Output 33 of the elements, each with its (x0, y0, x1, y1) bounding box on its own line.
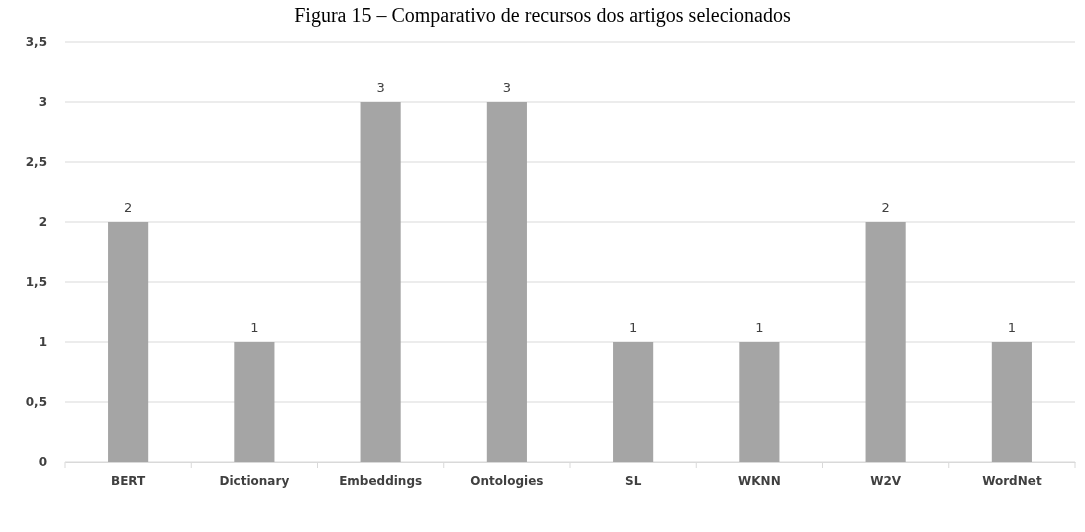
bar (360, 102, 401, 462)
x-tick-label: BERT (111, 473, 147, 488)
y-tick-label: 0,5 (25, 395, 47, 410)
y-tick-label: 2 (38, 215, 47, 230)
data-label: 1 (628, 320, 638, 335)
x-tick-label: Ontologies (470, 473, 544, 488)
bar (865, 222, 906, 462)
y-tick-label: 3 (38, 95, 47, 110)
data-label: 3 (502, 80, 512, 95)
y-tick-label: 2,5 (25, 155, 47, 170)
data-label: 1 (250, 320, 259, 335)
x-tick-label: SL (624, 473, 642, 488)
data-label: 1 (755, 320, 764, 335)
bar (108, 222, 149, 462)
data-label: 2 (881, 200, 890, 215)
chart-title: Figura 15 – Comparativo de recursos dos artigos selecionados (294, 4, 791, 27)
x-tick-label: Embeddings (339, 473, 423, 488)
y-tick-label: 3,5 (25, 35, 47, 50)
data-label: 1 (1007, 320, 1017, 335)
bar (991, 342, 1032, 462)
x-tick-label: WKNN (738, 473, 781, 488)
bar (234, 342, 275, 462)
data-label: 2 (123, 200, 133, 215)
data-label: 3 (376, 80, 385, 95)
x-tick-label: Dictionary (219, 473, 290, 488)
y-tick-label: 1 (38, 335, 47, 350)
bar (739, 342, 780, 462)
x-tick-label: WordNet (982, 473, 1042, 488)
bar (613, 342, 654, 462)
bar (486, 102, 527, 462)
x-tick-label: W2V (870, 473, 902, 488)
y-tick-label: 0 (38, 455, 47, 470)
y-tick-label: 1,5 (25, 275, 47, 290)
